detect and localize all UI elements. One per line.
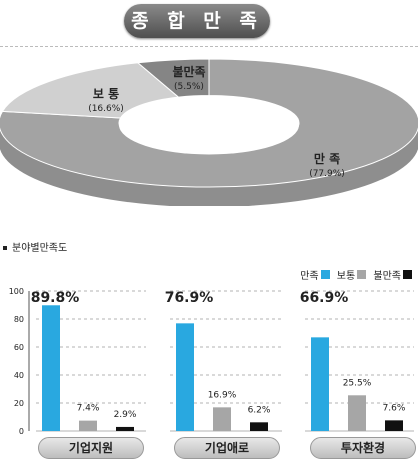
bar-value-label-3-3: 7.6% [383, 403, 406, 413]
bar-1-3 [116, 426, 134, 431]
bar-1-2 [79, 420, 97, 431]
donut-slice-value-2: (16.6%) [88, 104, 124, 114]
y-tick-label-5: 100 [9, 287, 24, 296]
donut-slice-2 [1, 62, 180, 119]
bar-value-label-1-3: 2.9% [114, 410, 137, 420]
donut-slice-value-3: (5.5%) [174, 82, 204, 92]
bar-value-label-3-1: 66.9% [300, 290, 349, 306]
legend-swatch-dissatisfied [403, 270, 412, 279]
legend-label-satisfied: 만족 [300, 271, 319, 282]
legend-item-satisfied: 만족 [300, 267, 330, 282]
y-tick-label-3: 60 [14, 343, 24, 352]
bar-value-label-1-1: 89.8% [31, 290, 80, 306]
donut-slice-label-3: 불만족 [172, 64, 205, 79]
bar-3-1 [311, 337, 329, 431]
section-heading-label: 분야별만족도 [12, 243, 68, 254]
bar-value-label-3-2: 25.5% [343, 378, 372, 388]
bar-value-label-2-2: 16.9% [208, 390, 237, 400]
y-tick-label-1: 20 [14, 399, 24, 408]
bar-3-3 [385, 420, 403, 431]
donut-side-wall [0, 128, 418, 206]
donut-slice-label-1: 만 족 [314, 151, 340, 166]
bar-value-label-2-1: 76.9% [165, 290, 214, 306]
bar-2-1 [176, 323, 194, 431]
chart-title-badge: 종 합 만 족 도 [124, 4, 270, 66]
y-tick-label-0: 0 [19, 427, 24, 436]
bar-value-label-2-3: 6.2% [248, 405, 271, 415]
bar-2-2 [213, 407, 231, 431]
bar-2-3 [250, 422, 268, 431]
legend-item-normal: 보통 [336, 267, 367, 282]
legend-swatch-normal [357, 270, 367, 279]
bar-value-label-1-2: 7.4% [77, 404, 100, 414]
category-label-pill-3: 투자환경 [310, 437, 416, 459]
donut-slice-label-2: 보 통 [93, 86, 119, 101]
bullet-square-icon [3, 246, 7, 250]
legend-label-dissatisfied: 불만족 [373, 271, 401, 282]
bar-3-2 [348, 395, 366, 431]
y-tick-label-2: 40 [14, 371, 24, 380]
category-label-pill-1: 기업지원 [38, 437, 144, 459]
donut-slice-3 [136, 58, 210, 98]
separator-line [0, 46, 418, 47]
legend-item-dissatisfied: 불만족 [373, 267, 412, 282]
section-heading: 분야별만족도 [3, 239, 67, 254]
category-label-pill-2: 기업애로 [174, 437, 280, 459]
satisfaction-donut-chart: 만 족 (77.9%) 보 통 (16.6%) 불만족 (5.5%) [0, 58, 418, 206]
donut-slice-value-1: (77.9%) [309, 169, 345, 179]
legend-label-normal: 보통 [336, 271, 356, 282]
y-tick-label-4: 80 [14, 315, 24, 324]
donut-hole [119, 95, 299, 155]
bar-1-1 [42, 305, 60, 431]
legend-swatch-satisfied [320, 270, 330, 279]
bar-legend: 만족 보통 불만족 [296, 267, 412, 282]
